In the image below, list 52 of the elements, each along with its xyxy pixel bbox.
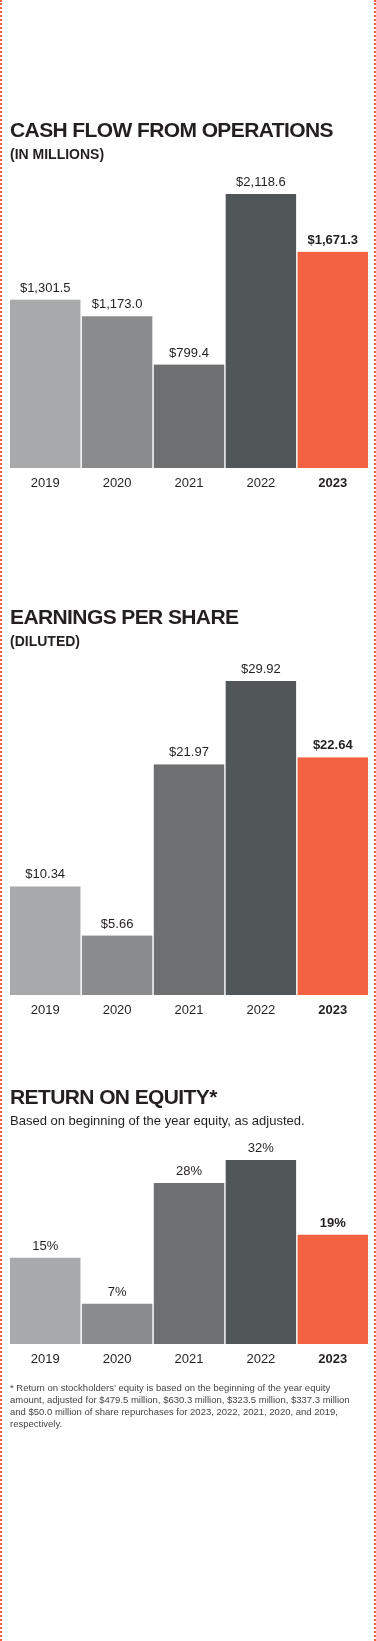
chart-title: EARNINGS PER SHARE bbox=[10, 605, 240, 629]
bar bbox=[225, 681, 297, 995]
x-tick-label: 2022 bbox=[246, 1002, 276, 1018]
x-tick-label: 2021 bbox=[174, 475, 204, 491]
bar bbox=[297, 757, 368, 995]
x-tick-label: 2023 bbox=[318, 475, 348, 491]
bar bbox=[225, 194, 297, 468]
x-tick-label: 2023 bbox=[318, 1351, 348, 1367]
data-label: 28% bbox=[175, 1163, 203, 1178]
bar bbox=[10, 299, 81, 468]
x-tick-label: 2020 bbox=[102, 475, 132, 491]
bar bbox=[297, 251, 368, 468]
x-tick-label: 2020 bbox=[102, 1002, 132, 1018]
chart-title: CASH FLOW FROM OPERATIONS bbox=[10, 118, 334, 142]
x-tick-label: 2022 bbox=[246, 1351, 276, 1367]
x-tick-label: 2019 bbox=[30, 1351, 60, 1367]
data-label: $5.66 bbox=[100, 915, 134, 931]
chart-subtitle: Based on beginning of the year equity, as adjusted. bbox=[10, 1113, 306, 1128]
bar bbox=[297, 1234, 368, 1344]
data-label: $21.97 bbox=[169, 744, 209, 760]
bar bbox=[81, 935, 153, 995]
bar bbox=[81, 1303, 153, 1344]
data-label: $1,301.5 bbox=[19, 279, 71, 295]
chart-title: RETURN ON EQUITY* bbox=[10, 1085, 219, 1109]
data-label: $2,118.6 bbox=[236, 174, 286, 189]
text: * Return on stockholders’ equity is based on the beginning of the year equity amount, adjusted for $479.5 million, $630.3 million, $323.5 million, $337.3 million and $50.0 million of share repurchases for 2023, 2022, 2021, 2020, and 2019, respectively. bbox=[10, 1382, 351, 1430]
bar bbox=[10, 1257, 81, 1344]
data-label: $799.4 bbox=[169, 344, 209, 360]
chart-subtitle: (IN MILLIONS) bbox=[10, 146, 106, 162]
bar bbox=[153, 764, 225, 995]
data-label: 19% bbox=[319, 1214, 347, 1230]
chart-subtitle: (DILUTED) bbox=[10, 633, 81, 649]
data-label: 32% bbox=[247, 1140, 275, 1155]
data-label: $10.34 bbox=[25, 866, 66, 882]
bar bbox=[10, 886, 81, 995]
x-tick-label: 2019 bbox=[30, 1002, 60, 1018]
data-label: $22.64 bbox=[312, 737, 354, 753]
bar bbox=[153, 1183, 225, 1344]
data-label: $29.92 bbox=[241, 661, 281, 676]
x-tick-label: 2021 bbox=[174, 1351, 204, 1367]
x-tick-label: 2022 bbox=[246, 475, 276, 491]
data-label: $1,173.0 bbox=[91, 296, 143, 312]
x-tick-label: 2020 bbox=[102, 1351, 132, 1367]
x-tick-label: 2021 bbox=[174, 1002, 204, 1018]
x-tick-label: 2019 bbox=[30, 475, 60, 491]
bar bbox=[225, 1160, 297, 1344]
x-tick-label: 2023 bbox=[318, 1002, 348, 1018]
data-label: 15% bbox=[32, 1237, 59, 1253]
data-label: $1,671.3 bbox=[307, 231, 359, 247]
bar bbox=[81, 316, 153, 468]
data-label: 7% bbox=[107, 1283, 127, 1299]
bar bbox=[153, 364, 225, 468]
